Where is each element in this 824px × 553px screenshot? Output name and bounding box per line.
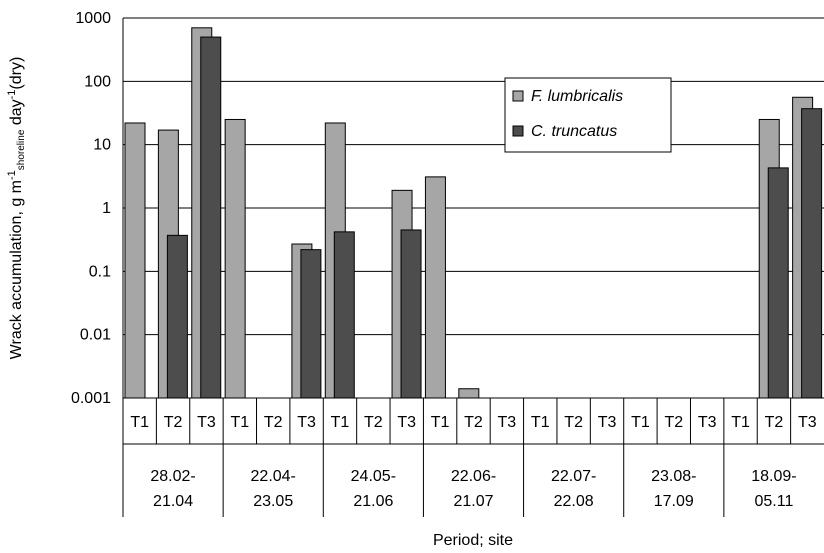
site-label: T3 — [598, 414, 617, 431]
period-label-line2: 17.09 — [654, 493, 694, 510]
bars — [124, 27, 823, 399]
site-label: T3 — [498, 414, 517, 431]
site-label: T1 — [531, 414, 550, 431]
site-label: T2 — [664, 414, 683, 431]
site-label: T1 — [631, 414, 650, 431]
bar-c-truncatus — [200, 36, 222, 399]
site-label: T2 — [464, 414, 483, 431]
axes — [122, 18, 824, 517]
legend-label-f-lumbricalis: F. lumbricalis — [531, 88, 623, 105]
bar-c-truncatus — [400, 229, 422, 399]
period-label-line2: 21.07 — [453, 493, 493, 510]
y-tick-label: 0.1 — [89, 263, 111, 280]
site-label: T1 — [431, 414, 450, 431]
period-label-line2: 21.04 — [153, 493, 193, 510]
period-label-line1: 18.09- — [751, 468, 796, 485]
x-axis-label: Period; site — [433, 532, 513, 549]
bar-f-lumbricalis — [424, 176, 446, 399]
site-label: T3 — [397, 414, 416, 431]
site-label: T1 — [331, 414, 350, 431]
site-label: T1 — [731, 414, 750, 431]
site-label: T1 — [230, 414, 249, 431]
site-label: T2 — [264, 414, 283, 431]
period-label-line2: 21.06 — [353, 493, 393, 510]
site-label: T2 — [564, 414, 583, 431]
bar-c-truncatus — [333, 231, 355, 399]
y-tick-label: 100 — [84, 73, 111, 90]
site-label: T3 — [197, 414, 216, 431]
period-label-line1: 22.07- — [551, 468, 596, 485]
site-label: T2 — [164, 414, 183, 431]
period-label-line2: 22.08 — [554, 493, 594, 510]
bar-c-truncatus — [801, 108, 823, 399]
period-label-line1: 22.04- — [251, 468, 296, 485]
y-tick-labels: 1000 100 10 1 0.1 0.01 0.001 — [71, 10, 111, 407]
period-label-line2: 23.05 — [253, 493, 293, 510]
legend-swatch-f-lumbricalis — [512, 90, 524, 102]
y-tick-label: 0.01 — [80, 327, 111, 344]
site-label: T3 — [698, 414, 717, 431]
x-category-labels: T1 T2 T3 28.02- 21.04 T1 T2 T3 22.04- 23.05 T1 T2 T3… — [130, 414, 816, 510]
legend-swatch-c-truncatus — [512, 125, 524, 137]
y-tick-label: 1 — [102, 200, 111, 217]
site-label: T2 — [364, 414, 383, 431]
y-tick-label: 1000 — [75, 10, 111, 27]
bar-f-lumbricalis — [458, 388, 480, 399]
period-label-line1: 28.02- — [150, 468, 195, 485]
y-axis-label: Wrack accumulation, g m-1shoreline day-1… — [6, 57, 27, 360]
site-label: T3 — [798, 414, 817, 431]
period-label-line1: 23.08- — [651, 468, 696, 485]
bar-c-truncatus — [166, 234, 188, 399]
period-label-line2: 05.11 — [754, 493, 793, 510]
bar-f-lumbricalis — [224, 118, 246, 399]
site-label: T3 — [297, 414, 316, 431]
legend-label-c-truncatus: C. truncatus — [531, 123, 617, 140]
site-label: T1 — [130, 414, 149, 431]
bar-c-truncatus — [767, 167, 789, 399]
y-tick-label: 0.001 — [71, 390, 111, 407]
legend-box — [504, 77, 672, 153]
bar-f-lumbricalis — [124, 122, 146, 399]
legend: F. lumbricalis C. truncatus — [504, 77, 672, 153]
site-label: T2 — [765, 414, 784, 431]
bar-c-truncatus — [300, 249, 322, 399]
period-label-line1: 24.05- — [351, 468, 396, 485]
period-label-line1: 22.06- — [451, 468, 496, 485]
y-tick-label: 10 — [93, 137, 111, 154]
